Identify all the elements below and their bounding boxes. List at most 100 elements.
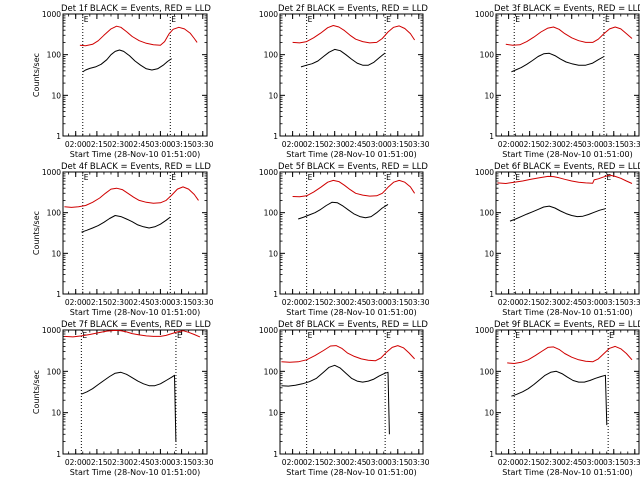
- x-tick-label: 02:45: [128, 298, 150, 307]
- chart-panel-1: Det 1f BLACK = Events, RED = LLD 1 10 100 10…: [32, 4, 214, 159]
- x-tick-label: 03:00: [366, 140, 388, 149]
- lld-series-line: [505, 26, 633, 46]
- x-tick-label: 02:45: [345, 140, 367, 149]
- event-marker-label: E: [84, 173, 89, 182]
- x-tick-label: 03:00: [366, 298, 388, 307]
- events-series-line: [81, 371, 177, 442]
- y-tick-label: 1: [489, 290, 494, 299]
- plot-frame: [62, 329, 208, 455]
- x-tick-label: 02:30: [107, 298, 129, 307]
- x-axis-label: Start Time (28-Nov-10 01:51:00): [286, 308, 416, 317]
- x-tick-label: 03:15: [387, 298, 409, 307]
- x-tick-label: 03:00: [366, 458, 388, 467]
- x-tick-label: 02:30: [540, 458, 562, 467]
- lld-series-line: [281, 345, 415, 363]
- x-tick-label: 02:45: [561, 458, 583, 467]
- x-tick-label: 02:00: [498, 458, 520, 467]
- x-tick-label: 02:00: [282, 298, 304, 307]
- lld-series-line: [497, 174, 633, 184]
- chart-panel-6: Det 6f BLACK = Events, RED = LLD 1 10 100 10…: [475, 162, 640, 317]
- event-marker-label: E: [171, 173, 176, 182]
- x-tick-label: 02:15: [519, 458, 541, 467]
- x-tick-label: 03:15: [171, 458, 193, 467]
- event-marker-label: E: [515, 15, 520, 24]
- x-axis-label: Start Time (28-Nov-10 01:51:00): [502, 468, 632, 477]
- event-marker-label: E: [606, 173, 611, 182]
- x-axis-label: Start Time (28-Nov-10 01:51:00): [502, 308, 632, 317]
- y-tick-label: 100: [264, 367, 279, 376]
- y-tick-label: 100: [47, 209, 62, 218]
- event-marker-label: E: [515, 331, 520, 340]
- event-marker-label: E: [84, 15, 89, 24]
- lld-series-line: [79, 25, 198, 47]
- chart-title: Det 4f BLACK = Events, RED = LLD: [61, 162, 211, 172]
- events-series-line: [281, 364, 390, 435]
- y-tick-label: 1: [489, 132, 494, 141]
- y-tick-label: 1000: [42, 326, 61, 335]
- y-tick-label: 1: [56, 450, 61, 459]
- x-tick-label: 02:45: [561, 140, 583, 149]
- chart-panel-7: Det 7f BLACK = Events, RED = LLD 1 10 100 10…: [32, 320, 214, 477]
- x-tick-label: 03:15: [387, 458, 409, 467]
- y-tick-label: 10: [268, 249, 278, 258]
- x-tick-label: 03:30: [408, 298, 430, 307]
- event-marker-label: E: [386, 331, 391, 340]
- x-axis-label: Start Time (28-Nov-10 01:51:00): [70, 150, 200, 159]
- plot-frame: [279, 171, 424, 295]
- x-tick-label: 03:00: [150, 140, 172, 149]
- event-marker-label: E: [515, 173, 520, 182]
- chart-title: Det 3f BLACK = Events, RED = LLD: [494, 4, 640, 14]
- plot-frame: [495, 13, 640, 137]
- event-marker-label: E: [308, 331, 313, 340]
- y-axis-label: Counts/sec: [32, 53, 41, 97]
- x-tick-label: 03:30: [192, 458, 214, 467]
- event-marker-label: E: [308, 15, 313, 24]
- x-tick-label: 03:15: [171, 298, 193, 307]
- y-tick-label: 1: [56, 290, 61, 299]
- event-marker-label: E: [171, 15, 176, 24]
- y-tick-label: 100: [264, 51, 279, 60]
- lld-series-line: [292, 25, 416, 44]
- x-tick-label: 02:30: [540, 298, 562, 307]
- y-tick-label: 100: [47, 367, 62, 376]
- x-axis-label: Start Time (28-Nov-10 01:51:00): [286, 468, 416, 477]
- event-marker-label: E: [386, 15, 391, 24]
- y-tick-label: 1: [273, 290, 278, 299]
- x-tick-label: 03:00: [150, 458, 172, 467]
- x-tick-label: 03:30: [408, 140, 430, 149]
- x-tick-label: 02:45: [561, 298, 583, 307]
- x-tick-label: 02:30: [324, 458, 346, 467]
- chart-panel-3: Det 3f BLACK = Events, RED = LLD 1 10 100 10…: [475, 4, 640, 159]
- y-tick-label: 10: [484, 249, 494, 258]
- event-marker-label: E: [609, 331, 614, 340]
- x-tick-label: 02:00: [282, 140, 304, 149]
- x-tick-label: 03:15: [603, 458, 625, 467]
- y-tick-label: 1: [273, 450, 278, 459]
- plot-frame: [62, 13, 208, 137]
- x-tick-label: 03:15: [387, 140, 409, 149]
- y-tick-label: 1000: [42, 10, 61, 19]
- x-tick-label: 02:00: [498, 298, 520, 307]
- x-axis-label: Start Time (28-Nov-10 01:51:00): [502, 150, 632, 159]
- x-tick-label: 03:30: [192, 298, 214, 307]
- y-tick-label: 10: [51, 409, 61, 418]
- chart-title: Det 9f BLACK = Events, RED = LLD: [494, 320, 640, 330]
- chart-title: Det 1f BLACK = Events, RED = LLD: [61, 4, 211, 14]
- y-tick-label: 1000: [259, 10, 278, 19]
- x-tick-label: 02:15: [86, 458, 108, 467]
- x-tick-label: 02:30: [540, 140, 562, 149]
- lld-series-line: [64, 329, 201, 338]
- x-tick-label: 02:15: [519, 298, 541, 307]
- x-tick-label: 02:00: [65, 298, 87, 307]
- x-tick-label: 03:15: [603, 140, 625, 149]
- lld-series-line: [64, 186, 199, 208]
- y-tick-label: 1000: [475, 10, 494, 19]
- x-tick-label: 02:45: [345, 298, 367, 307]
- chart-title: Det 5f BLACK = Events, RED = LLD: [278, 162, 428, 172]
- event-marker-label: E: [605, 15, 610, 24]
- plot-frame: [495, 329, 640, 455]
- y-tick-label: 100: [47, 51, 62, 60]
- chart-title: Det 7f BLACK = Events, RED = LLD: [61, 320, 211, 330]
- events-series-line: [509, 205, 606, 222]
